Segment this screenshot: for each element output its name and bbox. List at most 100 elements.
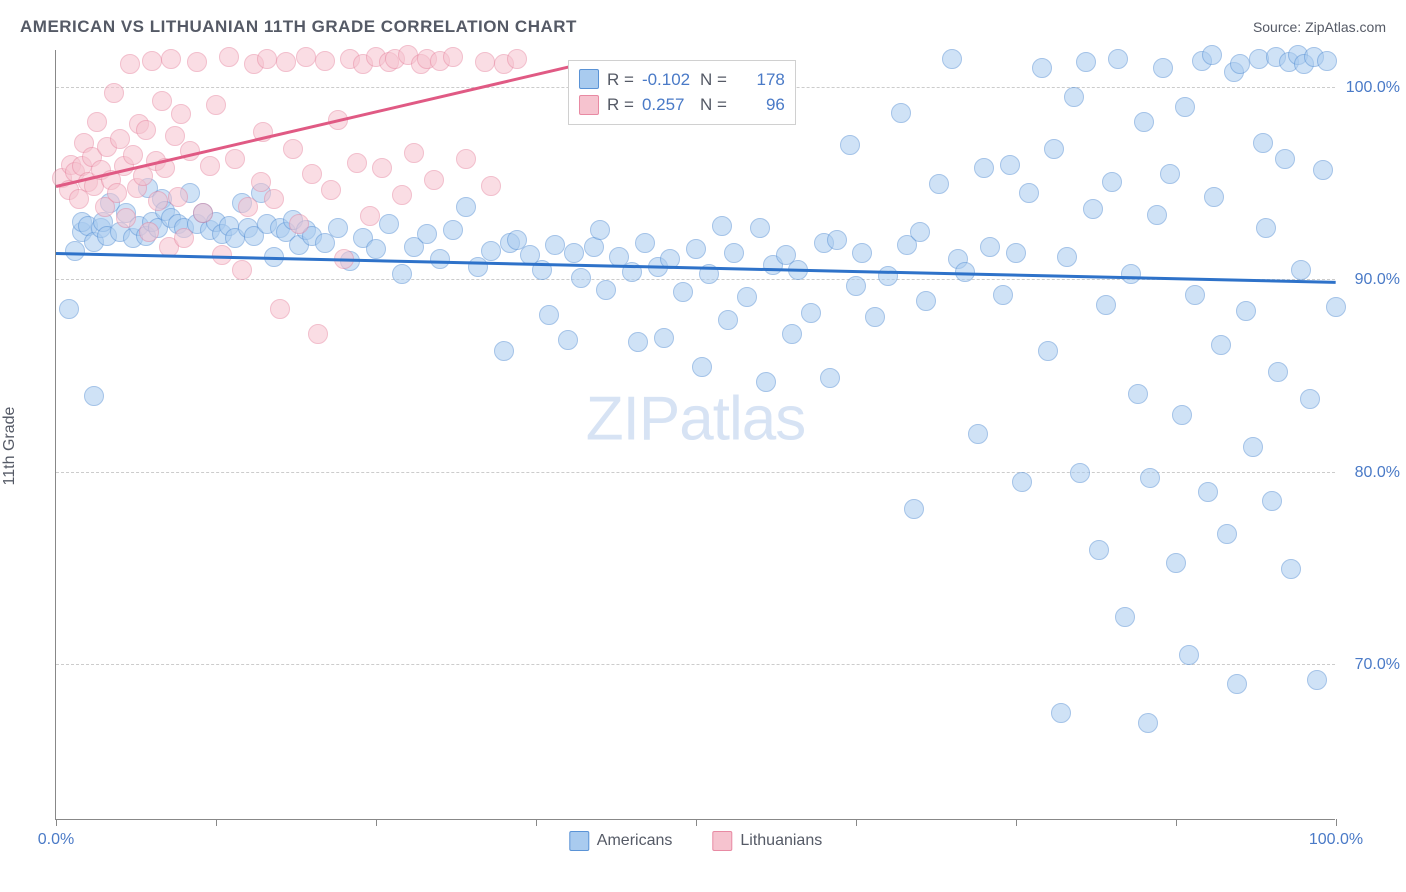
scatter-point [494,341,514,361]
scatter-point [558,330,578,350]
scatter-point [392,264,412,284]
y-tick-label: 100.0% [1346,79,1400,97]
scatter-point [1211,335,1231,355]
scatter-point [84,386,104,406]
scatter-point [980,237,1000,257]
x-tick [376,819,377,826]
scatter-point [328,218,348,238]
scatter-point [1204,187,1224,207]
scatter-point [1326,297,1346,317]
stat-n-value: 178 [735,67,785,93]
scatter-point [1281,559,1301,579]
scatter-point [852,243,872,263]
scatter-point [673,282,693,302]
scatter-point [417,224,437,244]
scatter-point [1230,54,1250,74]
scatter-point [878,266,898,286]
scatter-point [475,52,495,72]
y-axis-label: 11th Grade [1,407,19,486]
scatter-point [1064,87,1084,107]
scatter-point [139,222,159,242]
x-tick [856,819,857,826]
scatter-point [1202,45,1222,65]
stats-row: R =-0.102N =178 [579,67,785,93]
scatter-point [1172,405,1192,425]
scatter-point [756,372,776,392]
scatter-point [120,54,140,74]
scatter-point [692,357,712,377]
scatter-point [225,149,245,169]
scatter-point [507,49,527,69]
scatter-point [686,239,706,259]
scatter-point [87,112,107,132]
scatter-point [187,52,207,72]
scatter-point [635,233,655,253]
scatter-point [801,303,821,323]
scatter-point [1044,139,1064,159]
scatter-point [1000,155,1020,175]
scatter-point [750,218,770,238]
scatter-point [136,120,156,140]
scatter-point [481,241,501,261]
legend: AmericansLithuanians [569,831,822,851]
scatter-point [219,47,239,67]
scatter-point [379,214,399,234]
plot-area: ZIPatlas 70.0%80.0%90.0%100.0%0.0%100.0%… [55,50,1335,820]
scatter-point [545,235,565,255]
scatter-point [276,52,296,72]
scatter-point [1153,58,1173,78]
scatter-point [1198,482,1218,502]
scatter-point [107,183,127,203]
scatter-point [104,83,124,103]
stats-row: R =0.257N =96 [579,92,785,118]
scatter-point [1179,645,1199,665]
scatter-point [891,103,911,123]
scatter-point [1307,670,1327,690]
watermark: ZIPatlas [586,384,805,455]
scatter-point [238,197,258,217]
scatter-point [1140,468,1160,488]
scatter-point [1108,49,1128,69]
scatter-point [539,305,559,325]
scatter-point [200,156,220,176]
stat-r-label: R = [607,67,634,93]
stats-box: R =-0.102N =178R =0.257N =96 [568,60,796,125]
scatter-point [1076,52,1096,72]
x-tick [1016,819,1017,826]
legend-swatch [569,831,589,851]
scatter-point [165,126,185,146]
scatter-point [1291,260,1311,280]
scatter-point [1138,713,1158,733]
gridline [56,279,1335,280]
scatter-point [1185,285,1205,305]
stat-n-label: N = [700,67,727,93]
scatter-point [142,51,162,71]
scatter-point [910,222,930,242]
scatter-point [302,164,322,184]
scatter-point [257,49,277,69]
stat-r-value: 0.257 [642,92,692,118]
scatter-point [1236,301,1256,321]
scatter-point [1102,172,1122,192]
scatter-point [737,287,757,307]
scatter-point [308,324,328,344]
scatter-point [481,176,501,196]
scatter-point [315,51,335,71]
stat-r-label: R = [607,92,634,118]
scatter-point [904,499,924,519]
x-tick [536,819,537,826]
scatter-point [718,310,738,330]
scatter-point [206,95,226,115]
scatter-point [366,239,386,259]
scatter-point [724,243,744,263]
scatter-point [321,180,341,200]
scatter-point [1268,362,1288,382]
scatter-point [782,324,802,344]
legend-label: Americans [597,832,673,850]
scatter-point [193,203,213,223]
scatter-point [1115,607,1135,627]
chart-title: AMERICAN VS LITHUANIAN 11TH GRADE CORREL… [20,17,577,37]
scatter-point [360,206,380,226]
scatter-point [865,307,885,327]
scatter-point [372,158,392,178]
